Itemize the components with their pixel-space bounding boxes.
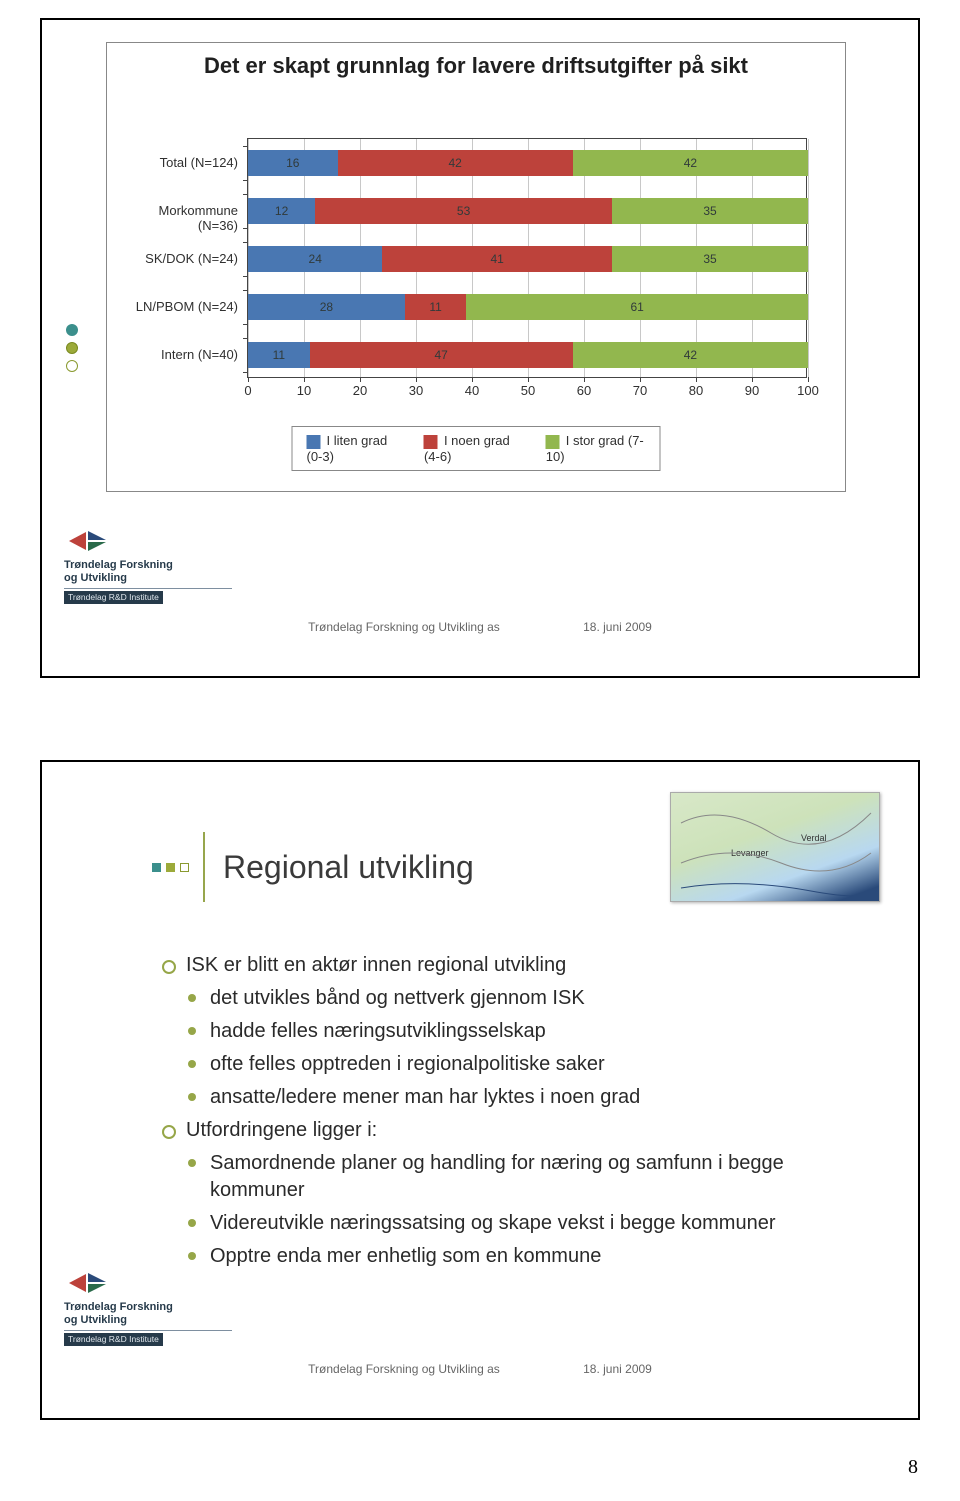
chart-y-label: LN/PBOM (N=24) bbox=[118, 299, 238, 314]
map-lines-icon bbox=[671, 793, 880, 902]
legend-swatch bbox=[424, 435, 438, 449]
slide-footer: Trøndelag Forskning og Utvikling as 18. … bbox=[42, 1362, 918, 1376]
chart-container: Det er skapt grunnlag for lavere driftsu… bbox=[106, 42, 846, 492]
page-number: 8 bbox=[908, 1456, 918, 1479]
bullet-l2: ansatte/ledere mener man har lyktes i no… bbox=[162, 1084, 858, 1111]
chart-x-label: 30 bbox=[402, 377, 430, 398]
bullet-l2: Videreutvikle næringssatsing og skape ve… bbox=[162, 1210, 858, 1237]
chart-y-label: Morkommune (N=36) bbox=[118, 203, 238, 233]
chart-y-tick bbox=[243, 324, 248, 325]
chart-bar-segment: 11 bbox=[248, 342, 310, 368]
chart-y-tick bbox=[243, 276, 248, 277]
bullet-l2: Opptre enda mer enhetlig som en kommune bbox=[162, 1243, 858, 1270]
logo-icon bbox=[64, 526, 116, 556]
chart-y-tick bbox=[243, 194, 248, 195]
chart-x-label: 60 bbox=[570, 377, 598, 398]
chart-x-label: 100 bbox=[794, 377, 822, 398]
chart-bar-segment: 47 bbox=[310, 342, 573, 368]
chart-legend: I liten grad (0-3) I noen grad (4-6) I s… bbox=[292, 426, 661, 471]
chart-y-tick bbox=[243, 372, 248, 373]
slide-chart: Det er skapt grunnlag for lavere driftsu… bbox=[40, 18, 920, 678]
side-bullets bbox=[66, 324, 78, 372]
logo-brand2: og Utvikling bbox=[64, 1314, 232, 1326]
chart-bar-segment: 41 bbox=[382, 246, 612, 272]
chart-bar-segment: 28 bbox=[248, 294, 405, 320]
chart-y-label: Intern (N=40) bbox=[118, 347, 238, 362]
bullet-dot bbox=[166, 863, 175, 872]
logo-brand: Trøndelag Forskning bbox=[64, 559, 232, 571]
chart-y-tick bbox=[243, 338, 248, 339]
bullet-l2: hadde felles næringsutviklingsselskap bbox=[162, 1018, 858, 1045]
legend-item: I liten grad (0-3) bbox=[307, 433, 402, 464]
content-body: ISK er blitt en aktør innen regional utv… bbox=[162, 952, 858, 1276]
bullet-dot bbox=[66, 360, 78, 372]
chart-bar-segment: 11 bbox=[405, 294, 467, 320]
logo-brand: Trøndelag Forskning bbox=[64, 1301, 232, 1313]
title-rule bbox=[203, 832, 205, 902]
bullet-l2: det utvikles bånd og nettverk gjennom IS… bbox=[162, 985, 858, 1012]
chart-x-label: 40 bbox=[458, 377, 486, 398]
footer-date: 18. juni 2009 bbox=[583, 1362, 652, 1376]
chart-bar-segment: 35 bbox=[612, 246, 808, 272]
bullet-dot bbox=[66, 342, 78, 354]
legend-label: I stor grad (7-10) bbox=[546, 433, 644, 464]
footer-date: 18. juni 2009 bbox=[583, 620, 652, 634]
bullet-l2: Samordnende planer og handling for nærin… bbox=[162, 1150, 858, 1204]
map-thumbnail: Levanger Verdal bbox=[670, 792, 880, 902]
slide-footer: Trøndelag Forskning og Utvikling as 18. … bbox=[42, 620, 918, 634]
chart-gridline bbox=[808, 139, 809, 377]
chart-y-tick bbox=[243, 228, 248, 229]
chart-bar-segment: 61 bbox=[466, 294, 808, 320]
bullet-dot bbox=[152, 863, 161, 872]
chart-y-tick bbox=[243, 146, 248, 147]
legend-swatch bbox=[546, 435, 560, 449]
legend-item: I stor grad (7-10) bbox=[546, 433, 646, 464]
chart-bar-segment: 12 bbox=[248, 198, 315, 224]
legend-swatch bbox=[307, 435, 321, 449]
chart-y-tick bbox=[243, 290, 248, 291]
chart-x-label: 80 bbox=[682, 377, 710, 398]
chart-x-label: 90 bbox=[738, 377, 766, 398]
chart-bar-segment: 42 bbox=[573, 342, 808, 368]
logo: Trøndelag Forskning og Utvikling Trøndel… bbox=[64, 526, 232, 604]
chart-y-tick bbox=[243, 180, 248, 181]
chart-y-tick bbox=[243, 242, 248, 243]
chart-bar-segment: 42 bbox=[338, 150, 573, 176]
slide-title: Regional utvikling bbox=[223, 849, 474, 886]
footer-org: Trøndelag Forskning og Utvikling as bbox=[308, 1362, 500, 1376]
chart-bar-segment: 35 bbox=[612, 198, 808, 224]
chart-y-label: Total (N=124) bbox=[118, 155, 238, 170]
logo-sub: Trøndelag R&D Institute bbox=[64, 591, 163, 604]
bullet-dot bbox=[180, 863, 189, 872]
title-group: Regional utvikling bbox=[152, 832, 474, 902]
chart-x-label: 0 bbox=[234, 377, 262, 398]
bullet-l1: ISK er blitt en aktør innen regional utv… bbox=[162, 952, 858, 979]
slide-text: Regional utvikling Levanger Verdal ISK e… bbox=[40, 760, 920, 1420]
bullet-dot bbox=[66, 324, 78, 336]
chart-title: Det er skapt grunnlag for lavere driftsu… bbox=[107, 43, 845, 95]
chart-y-label: SK/DOK (N=24) bbox=[118, 251, 238, 266]
bullet-l2: ofte felles opptreden i regionalpolitisk… bbox=[162, 1051, 858, 1078]
chart-x-label: 70 bbox=[626, 377, 654, 398]
logo: Trøndelag Forskning og Utvikling Trøndel… bbox=[64, 1268, 232, 1346]
chart-plot-area: 0102030405060708090100Total (N=124)16424… bbox=[247, 138, 807, 378]
chart-bar-segment: 42 bbox=[573, 150, 808, 176]
chart-bar-segment: 53 bbox=[315, 198, 612, 224]
footer-org: Trøndelag Forskning og Utvikling as bbox=[308, 620, 500, 634]
chart-x-label: 50 bbox=[514, 377, 542, 398]
chart-x-label: 10 bbox=[290, 377, 318, 398]
title-bullets bbox=[152, 863, 189, 872]
chart-bar-segment: 16 bbox=[248, 150, 338, 176]
bullet-l1: Utfordringene ligger i: bbox=[162, 1117, 858, 1144]
chart-bar-segment: 24 bbox=[248, 246, 382, 272]
logo-icon bbox=[64, 1268, 116, 1298]
logo-sub: Trøndelag R&D Institute bbox=[64, 1333, 163, 1346]
legend-item: I noen grad (4-6) bbox=[424, 433, 524, 464]
logo-brand2: og Utvikling bbox=[64, 572, 232, 584]
chart-x-label: 20 bbox=[346, 377, 374, 398]
